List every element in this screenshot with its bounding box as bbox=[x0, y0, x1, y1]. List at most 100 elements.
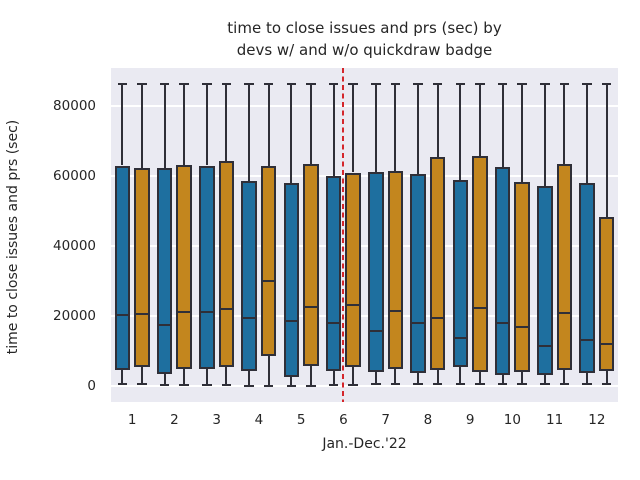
whisker-cap-upper-m2-gold bbox=[179, 82, 189, 85]
gridline-y-60000 bbox=[111, 175, 618, 177]
whisker-cap-lower-m6-gold bbox=[348, 383, 358, 386]
whisker-cap-lower-m8-gold bbox=[432, 382, 443, 385]
whisker-cap-upper-m9-blue bbox=[455, 82, 466, 85]
whisker-cap-lower-m4-blue bbox=[244, 384, 254, 387]
whisker-upper-m1-blue bbox=[121, 83, 124, 166]
whisker-cap-upper-m11-gold bbox=[559, 82, 570, 85]
median-m7-gold bbox=[389, 309, 402, 312]
whisker-upper-m11-gold bbox=[563, 83, 566, 165]
box-m11-gold bbox=[556, 164, 573, 370]
x-tick-label-4: 4 bbox=[254, 412, 264, 428]
median-m5-gold bbox=[304, 306, 318, 309]
whisker-lower-m7-blue bbox=[374, 371, 377, 384]
whisker-cap-upper-m7-gold bbox=[390, 82, 401, 85]
whisker-lower-m1-blue bbox=[121, 369, 124, 385]
gridline-y-80000 bbox=[111, 105, 618, 107]
whisker-cap-lower-m5-gold bbox=[306, 384, 316, 387]
box-m7-blue bbox=[368, 171, 384, 372]
box-m6-blue bbox=[325, 175, 342, 371]
box-m12-blue bbox=[579, 183, 595, 374]
whisker-upper-m4-blue bbox=[248, 83, 251, 181]
whisker-lower-m9-blue bbox=[459, 366, 462, 384]
box-m4-gold bbox=[260, 165, 277, 357]
whisker-upper-m9-gold bbox=[478, 83, 481, 157]
median-m3-gold bbox=[220, 308, 233, 311]
median-m12-gold bbox=[600, 343, 613, 346]
y-tick-label-60000: 60000 bbox=[53, 168, 96, 184]
median-m10-blue bbox=[496, 321, 509, 324]
median-m12-blue bbox=[580, 339, 594, 342]
median-m4-blue bbox=[242, 317, 256, 320]
median-m10-gold bbox=[515, 325, 529, 328]
plot-area bbox=[111, 68, 618, 402]
whisker-lower-m11-blue bbox=[543, 375, 546, 384]
whisker-upper-m5-blue bbox=[290, 83, 293, 184]
whisker-cap-upper-m8-blue bbox=[413, 82, 423, 85]
whisker-upper-m12-gold bbox=[605, 83, 608, 217]
whisker-upper-m8-gold bbox=[436, 83, 439, 158]
whisker-cap-upper-m4-gold bbox=[263, 82, 274, 85]
median-m11-blue bbox=[538, 345, 552, 348]
whisker-cap-upper-m6-gold bbox=[348, 82, 358, 85]
whisker-cap-upper-m3-blue bbox=[202, 82, 212, 85]
whisker-cap-upper-m10-gold bbox=[517, 82, 527, 85]
whisker-cap-lower-m11-gold bbox=[559, 382, 570, 385]
chart-title-line-2: devs w/ and w/o quickdraw badge bbox=[236, 41, 493, 59]
whisker-cap-upper-m12-gold bbox=[601, 82, 612, 85]
whisker-cap-lower-m3-blue bbox=[202, 383, 212, 386]
whisker-cap-lower-m4-gold bbox=[263, 384, 274, 387]
x-tick-label-11: 11 bbox=[546, 412, 564, 428]
whisker-cap-lower-m1-blue bbox=[117, 383, 128, 386]
whisker-upper-m3-blue bbox=[205, 83, 208, 166]
box-m5-gold bbox=[303, 164, 319, 367]
whisker-cap-upper-m1-blue bbox=[117, 82, 128, 85]
whisker-cap-lower-m11-blue bbox=[540, 382, 550, 385]
whisker-cap-lower-m9-gold bbox=[475, 382, 485, 385]
whisker-cap-lower-m3-gold bbox=[221, 383, 232, 386]
median-m2-gold bbox=[177, 310, 191, 313]
gridline-y-40000 bbox=[111, 245, 618, 247]
whisker-cap-lower-m12-blue bbox=[582, 382, 592, 385]
y-tick-label-40000: 40000 bbox=[53, 238, 96, 254]
whisker-lower-m6-blue bbox=[332, 370, 335, 385]
whisker-lower-m3-blue bbox=[205, 368, 208, 385]
median-m8-gold bbox=[431, 317, 444, 320]
whisker-upper-m12-blue bbox=[586, 83, 589, 184]
whisker-cap-upper-m11-blue bbox=[540, 82, 550, 85]
box-m8-blue bbox=[410, 173, 426, 373]
median-m7-blue bbox=[369, 330, 383, 333]
box-m3-blue bbox=[199, 165, 215, 369]
median-m4-gold bbox=[262, 280, 275, 282]
x-tick-label-12: 12 bbox=[588, 412, 606, 428]
median-m9-gold bbox=[473, 307, 487, 310]
box-m5-blue bbox=[283, 183, 300, 377]
whisker-cap-lower-m10-blue bbox=[497, 382, 508, 385]
whisker-cap-upper-m10-blue bbox=[497, 82, 508, 85]
gridline-y-20000 bbox=[111, 315, 618, 317]
whisker-lower-m8-blue bbox=[417, 372, 420, 384]
whisker-lower-m1-gold bbox=[140, 367, 143, 385]
box-m9-gold bbox=[472, 156, 488, 372]
box-m6-gold bbox=[345, 172, 361, 368]
whisker-lower-m11-gold bbox=[563, 369, 566, 384]
x-tick-label-7: 7 bbox=[381, 412, 390, 428]
median-m1-blue bbox=[116, 313, 129, 316]
whisker-upper-m2-gold bbox=[183, 83, 186, 166]
whisker-cap-upper-m4-blue bbox=[244, 82, 254, 85]
whisker-lower-m10-gold bbox=[521, 371, 524, 384]
whisker-lower-m9-gold bbox=[478, 371, 481, 384]
box-m9-blue bbox=[452, 179, 469, 367]
x-axis-label: Jan.-Dec.'22 bbox=[322, 436, 407, 452]
median-m11-gold bbox=[558, 311, 571, 314]
whisker-cap-lower-m2-gold bbox=[179, 383, 189, 386]
box-m11-blue bbox=[537, 186, 553, 376]
median-m8-blue bbox=[411, 322, 425, 324]
y-tick-label-0: 0 bbox=[87, 378, 96, 394]
whisker-lower-m7-gold bbox=[394, 369, 397, 384]
x-tick-label-3: 3 bbox=[212, 412, 221, 428]
whisker-upper-m7-gold bbox=[394, 83, 397, 171]
box-m2-blue bbox=[156, 167, 173, 375]
median-m9-blue bbox=[454, 337, 467, 340]
median-m6-gold bbox=[346, 304, 360, 307]
whisker-upper-m9-blue bbox=[459, 83, 462, 180]
